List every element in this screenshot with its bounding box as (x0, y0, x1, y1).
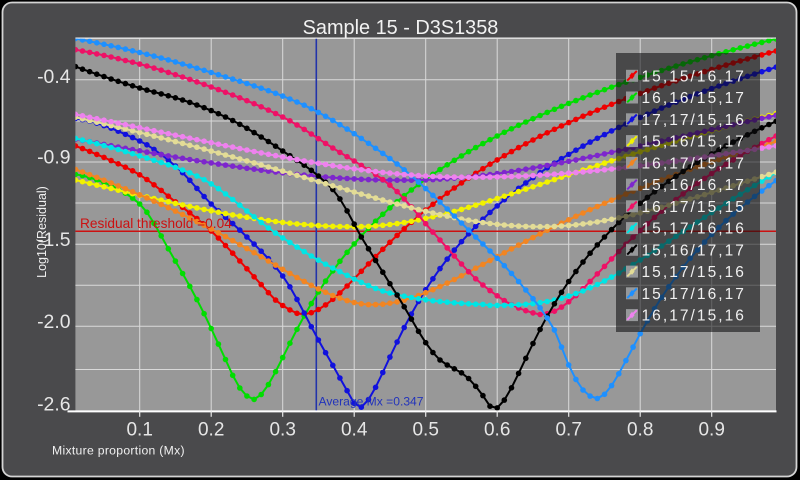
svg-text:15,17/15,16: 15,17/15,16 (642, 264, 746, 281)
svg-text:15,16/15,17: 15,16/15,17 (642, 134, 746, 151)
svg-text:0.4: 0.4 (341, 419, 368, 440)
svg-text:0.8: 0.8 (627, 419, 653, 440)
svg-text:15,17/16,17: 15,17/16,17 (642, 286, 746, 303)
svg-text:-1.5: -1.5 (37, 229, 70, 251)
svg-text:Residual threshold =0.04: Residual threshold =0.04 (80, 216, 232, 231)
svg-text:16,17/15,16: 16,17/15,16 (642, 308, 746, 325)
svg-text:0.1: 0.1 (126, 419, 152, 440)
svg-text:0.7: 0.7 (555, 419, 581, 440)
svg-text:15,16/16,17: 15,16/16,17 (642, 177, 746, 194)
svg-text:Sample 15 - D3S1358: Sample 15 - D3S1358 (303, 17, 499, 39)
svg-text:17,17/15,16: 17,17/15,16 (642, 112, 746, 129)
svg-text:Average Mx =0.347: Average Mx =0.347 (319, 394, 424, 408)
svg-text:0.6: 0.6 (484, 419, 510, 440)
svg-text:-2.0: -2.0 (37, 311, 71, 333)
svg-text:0.5: 0.5 (412, 419, 438, 440)
svg-text:-2.6: -2.6 (37, 393, 70, 415)
svg-text:15,17/16,16: 15,17/16,16 (642, 221, 746, 238)
svg-text:-0.4: -0.4 (37, 66, 71, 88)
svg-text:-0.9: -0.9 (37, 146, 70, 168)
svg-text:15,15/16,17: 15,15/16,17 (642, 68, 746, 85)
svg-text:16,17/15,15: 16,17/15,15 (642, 199, 746, 216)
svg-text:15,16/17,17: 15,16/17,17 (642, 242, 746, 259)
svg-text:0.9: 0.9 (698, 419, 724, 440)
svg-text:16,17/15,17: 16,17/15,17 (642, 155, 746, 172)
svg-text:0.3: 0.3 (269, 419, 295, 440)
svg-text:0.2: 0.2 (198, 419, 224, 440)
svg-text:Mixture proportion (Mx): Mixture proportion (Mx) (52, 443, 185, 457)
svg-text:16,16/15,17: 16,16/15,17 (642, 90, 746, 107)
svg-text:Log10(Residual): Log10(Residual) (35, 186, 49, 278)
